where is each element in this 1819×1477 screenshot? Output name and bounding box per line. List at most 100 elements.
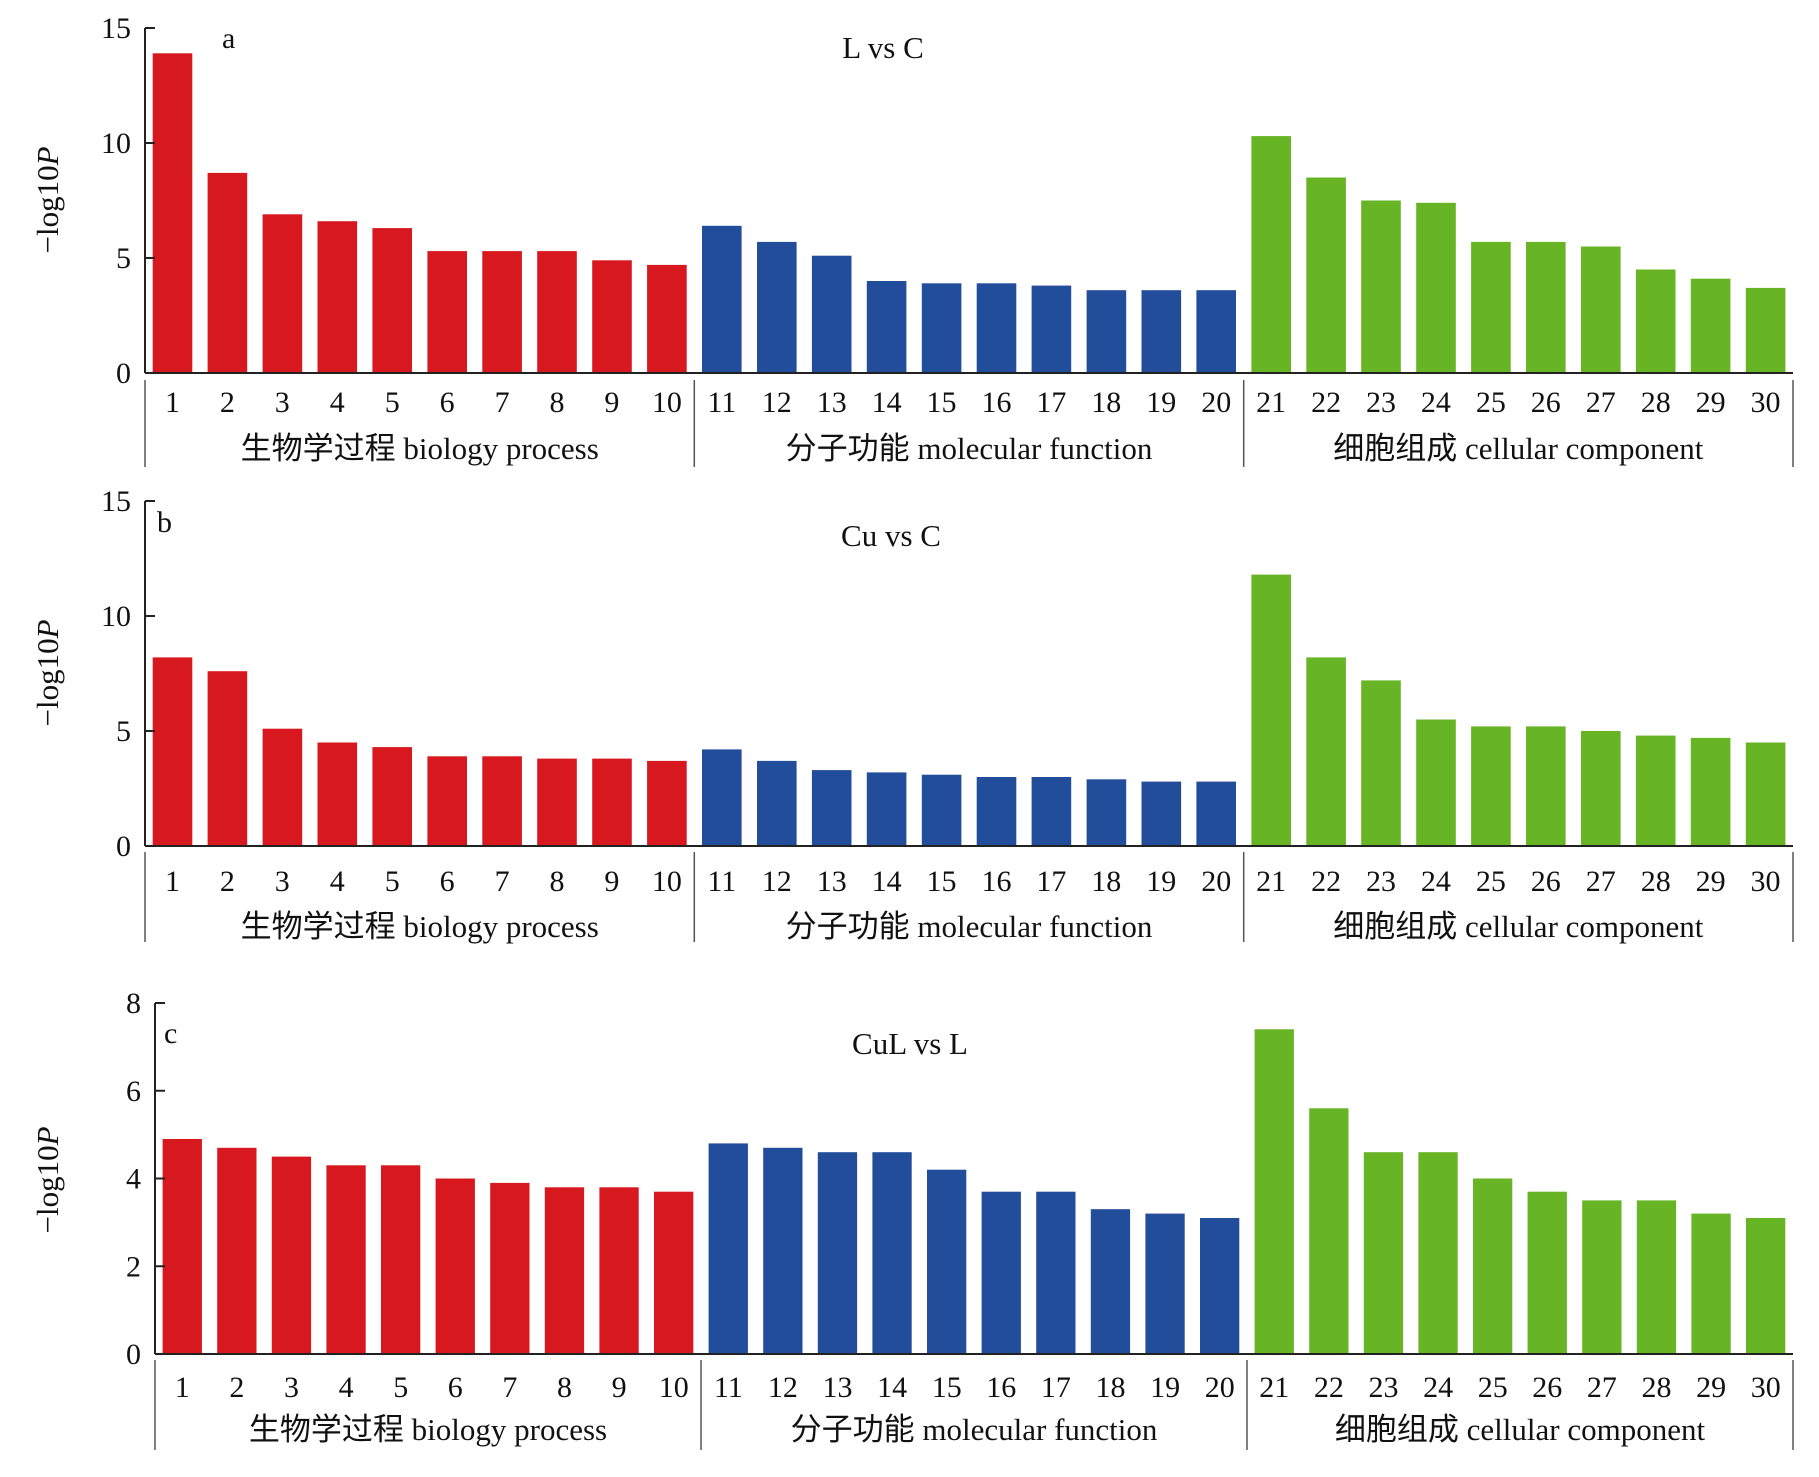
bar-24 xyxy=(1418,1152,1458,1354)
x-tick-label: 3 xyxy=(275,865,290,898)
y-tick-label: 4 xyxy=(126,1163,141,1196)
bar-23 xyxy=(1361,200,1401,373)
bar-29 xyxy=(1690,737,1731,846)
bar-7 xyxy=(482,251,522,373)
bar-1 xyxy=(152,53,193,374)
x-tick-label: 7 xyxy=(495,386,510,419)
x-tick-label: 4 xyxy=(330,865,345,898)
x-tick-label: 6 xyxy=(440,386,455,419)
x-tick-label: 26 xyxy=(1531,865,1561,898)
bar-2 xyxy=(207,671,248,846)
bar-14 xyxy=(866,281,907,373)
bar-28 xyxy=(1635,269,1676,373)
bar-4 xyxy=(317,221,358,373)
group-label: 细胞组成 cellular component xyxy=(1333,431,1704,466)
x-tick-label: 15 xyxy=(927,386,957,419)
x-tick-label: 6 xyxy=(440,865,455,898)
bar-11 xyxy=(702,225,742,373)
bar-1 xyxy=(162,1139,202,1354)
x-tick-label: 1 xyxy=(165,865,180,898)
bar-28 xyxy=(1635,735,1676,846)
y-tick-label: 5 xyxy=(116,242,131,275)
bar-15 xyxy=(921,283,962,373)
bar-3 xyxy=(271,1156,312,1354)
x-tick-label: 6 xyxy=(448,1371,463,1404)
bar-18 xyxy=(1090,1209,1131,1354)
x-tick-label: 24 xyxy=(1421,865,1451,898)
x-tick-label: 10 xyxy=(652,865,682,898)
y-tick-label: 8 xyxy=(126,987,141,1020)
bar-6 xyxy=(435,1178,475,1354)
x-tick-label: 27 xyxy=(1586,386,1616,419)
x-tick-label: 18 xyxy=(1096,1371,1126,1404)
group-label: 生物学过程 biology process xyxy=(241,909,599,944)
y-tick-label: 0 xyxy=(126,1338,141,1371)
bar-23 xyxy=(1363,1152,1404,1354)
bar-3 xyxy=(262,214,303,373)
group-label: 分子功能 molecular function xyxy=(786,431,1153,466)
bar-6 xyxy=(427,756,467,846)
x-tick-label: 23 xyxy=(1369,1371,1399,1404)
x-tick-label: 29 xyxy=(1696,386,1726,419)
panel-title: L vs C xyxy=(842,30,924,65)
x-tick-label: 7 xyxy=(502,1371,517,1404)
x-tick-label: 29 xyxy=(1696,1371,1726,1404)
x-tick-label: 17 xyxy=(1041,1371,1071,1404)
bar-29 xyxy=(1691,1213,1731,1354)
x-tick-label: 19 xyxy=(1146,865,1176,898)
y-tick-label: 15 xyxy=(101,12,131,45)
x-tick-label: 14 xyxy=(872,386,902,419)
x-tick-label: 28 xyxy=(1641,386,1671,419)
bar-8 xyxy=(537,758,577,846)
y-tick-label: 2 xyxy=(126,1250,141,1283)
x-tick-label: 17 xyxy=(1036,865,1066,898)
panel-letter: c xyxy=(164,1017,177,1050)
x-tick-label: 16 xyxy=(982,386,1012,419)
group-label: 细胞组成 cellular component xyxy=(1335,1412,1706,1447)
x-tick-label: 9 xyxy=(612,1371,627,1404)
bar-25 xyxy=(1471,726,1511,846)
bar-9 xyxy=(592,758,632,846)
bar-24 xyxy=(1416,719,1456,846)
group-label: 生物学过程 biology process xyxy=(241,431,599,466)
bar-10 xyxy=(647,264,687,373)
bar-21 xyxy=(1251,574,1291,846)
bar-11 xyxy=(708,1143,748,1354)
bar-12 xyxy=(757,760,797,846)
x-tick-label: 4 xyxy=(339,1371,354,1404)
x-tick-label: 30 xyxy=(1751,1371,1781,1404)
bar-30 xyxy=(1746,1218,1786,1354)
bar-20 xyxy=(1196,781,1236,846)
x-tick-label: 15 xyxy=(932,1371,962,1404)
x-tick-label: 19 xyxy=(1146,386,1176,419)
x-tick-label: 12 xyxy=(762,386,792,419)
x-tick-label: 29 xyxy=(1696,865,1726,898)
x-tick-label: 2 xyxy=(229,1371,244,1404)
group-label: 细胞组成 cellular component xyxy=(1333,909,1704,944)
x-tick-label: 8 xyxy=(550,865,565,898)
bar-22 xyxy=(1306,657,1346,846)
x-tick-label: 30 xyxy=(1751,386,1781,419)
x-tick-label: 7 xyxy=(495,865,510,898)
x-tick-label: 5 xyxy=(385,865,400,898)
x-tick-label: 23 xyxy=(1366,865,1396,898)
x-tick-label: 20 xyxy=(1201,865,1231,898)
bar-12 xyxy=(763,1147,803,1354)
bar-22 xyxy=(1309,1108,1349,1354)
bar-16 xyxy=(976,283,1017,373)
bar-20 xyxy=(1196,290,1236,373)
bar-12 xyxy=(757,241,797,373)
bar-6 xyxy=(427,251,467,373)
x-tick-label: 11 xyxy=(714,1371,743,1404)
bar-8 xyxy=(544,1187,585,1354)
bar-16 xyxy=(976,777,1017,846)
x-tick-label: 23 xyxy=(1366,386,1396,419)
bar-30 xyxy=(1745,742,1786,846)
bar-4 xyxy=(326,1165,366,1354)
x-tick-label: 24 xyxy=(1421,386,1451,419)
bar-4 xyxy=(317,742,358,846)
x-tick-label: 22 xyxy=(1314,1371,1344,1404)
bar-2 xyxy=(207,172,248,373)
